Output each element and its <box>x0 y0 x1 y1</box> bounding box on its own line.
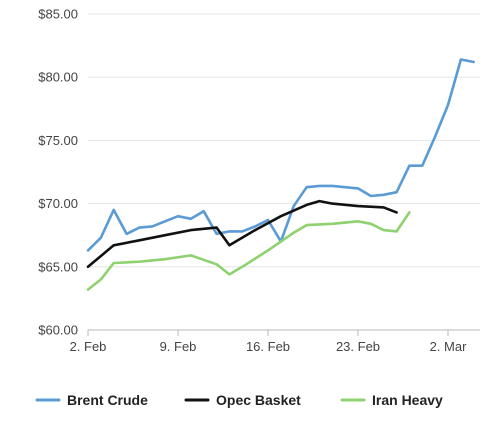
series-line-iran-heavy[interactable] <box>86 211 411 291</box>
y-tick-label: $65.00 <box>38 259 78 274</box>
x-tick-label: 16. Feb <box>246 339 290 354</box>
legend-item-label[interactable]: Brent Crude <box>67 392 148 408</box>
legend-item-label[interactable]: Iran Heavy <box>372 392 443 408</box>
x-tick-label: 2. Mar <box>430 339 468 354</box>
y-tick-label: $60.00 <box>38 323 78 338</box>
legend: Brent Crude Opec Basket Iran Heavy <box>35 392 443 408</box>
y-tick-label: $75.00 <box>38 133 78 148</box>
grid-layer <box>88 13 480 331</box>
series-line-opec-basket[interactable] <box>86 199 398 269</box>
y-tick-label: $80.00 <box>38 70 78 85</box>
legend-item-label[interactable]: Opec Basket <box>216 392 301 408</box>
y-tick-label: $85.00 <box>38 7 78 22</box>
series-layer <box>86 58 475 291</box>
x-tick-label: 2. Feb <box>70 339 107 354</box>
y-tick-label: $70.00 <box>38 196 78 211</box>
axis-layer: $60.00 $65.00 $70.00 $75.00 $80.00 $85.00 2. F… <box>38 7 467 355</box>
x-tick-label: 23. Feb <box>336 339 380 354</box>
x-tick-label: 9. Feb <box>160 339 197 354</box>
series-line-brent-crude[interactable] <box>86 58 475 252</box>
